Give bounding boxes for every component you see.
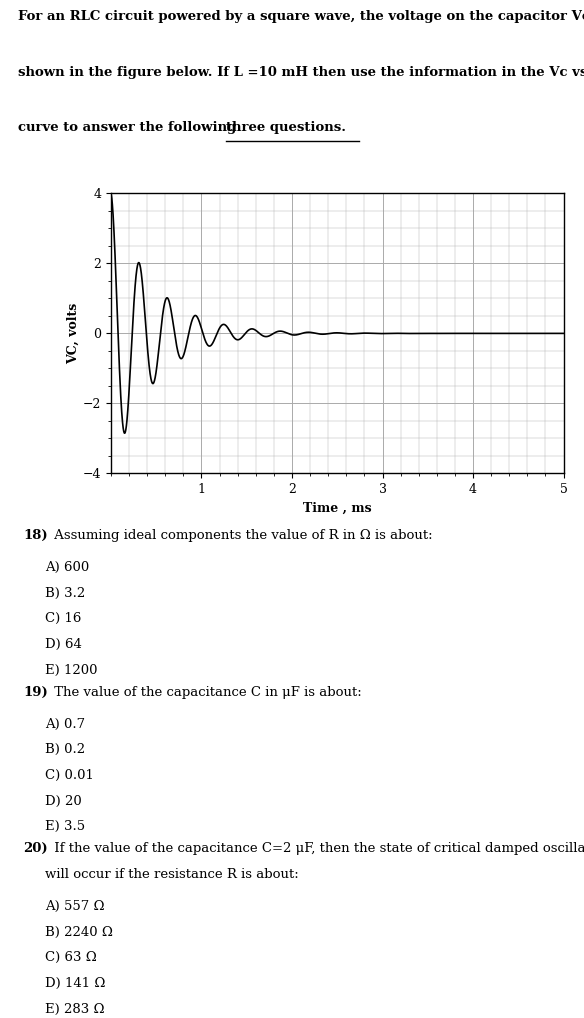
Text: B) 3.2: B) 3.2 [46, 586, 86, 600]
Text: A) 600: A) 600 [46, 561, 89, 574]
Text: For an RLC circuit powered by a square wave, the voltage on the capacitor Vc is: For an RLC circuit powered by a square w… [18, 10, 584, 23]
Text: D) 141 Ω: D) 141 Ω [46, 977, 106, 989]
Text: If the value of the capacitance C=2 μF, then the state of critical damped oscill: If the value of the capacitance C=2 μF, … [50, 842, 584, 855]
Text: B) 0.2: B) 0.2 [46, 743, 85, 756]
Text: Assuming ideal components the value of R in Ω is about:: Assuming ideal components the value of R… [50, 529, 432, 542]
Text: curve to answer the following: curve to answer the following [18, 121, 241, 134]
Text: 18): 18) [23, 529, 48, 542]
Text: A) 0.7: A) 0.7 [46, 718, 85, 731]
Text: 20): 20) [23, 842, 48, 855]
Text: A) 557 Ω: A) 557 Ω [46, 900, 105, 913]
Text: E) 283 Ω: E) 283 Ω [46, 1003, 105, 1016]
X-axis label: Time , ms: Time , ms [303, 502, 371, 515]
Text: 19): 19) [23, 685, 48, 698]
Text: will occur if the resistance R is about:: will occur if the resistance R is about: [46, 867, 299, 881]
Text: three questions.: three questions. [225, 121, 346, 134]
Text: C) 0.01: C) 0.01 [46, 769, 94, 782]
Text: shown in the figure below. If L =10 mH then use the information in the Vc vs. ti: shown in the figure below. If L =10 mH t… [18, 65, 584, 78]
Text: E) 1200: E) 1200 [46, 664, 98, 677]
Text: D) 20: D) 20 [46, 795, 82, 807]
Text: D) 64: D) 64 [46, 638, 82, 652]
Y-axis label: VC, volts: VC, volts [67, 302, 80, 364]
Text: The value of the capacitance C in μF is about:: The value of the capacitance C in μF is … [50, 685, 361, 698]
Text: E) 3.5: E) 3.5 [46, 821, 85, 834]
Text: C) 63 Ω: C) 63 Ω [46, 951, 97, 964]
Text: B) 2240 Ω: B) 2240 Ω [46, 925, 113, 939]
Text: C) 16: C) 16 [46, 613, 82, 625]
